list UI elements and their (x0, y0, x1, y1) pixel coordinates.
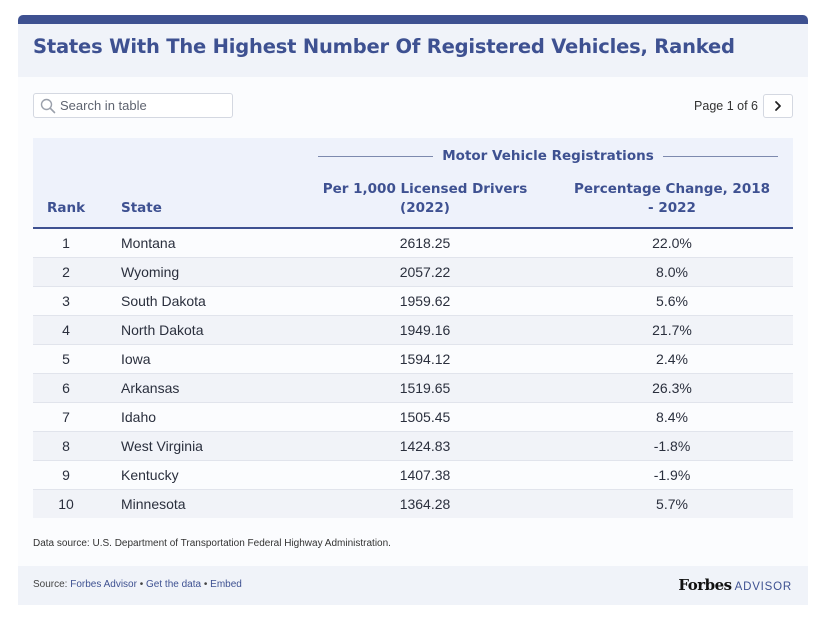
cell-state: Montana (121, 235, 176, 251)
cell-rank: 4 (62, 322, 70, 338)
cell-state: Iowa (121, 351, 151, 367)
separator: • (203, 579, 208, 590)
cell-rank: 10 (58, 496, 74, 512)
table-row: 10 Minnesota 1364.28 5.7% (33, 490, 793, 518)
table-row: 5 Iowa 1594.12 2.4% (33, 345, 793, 374)
cell-state: Idaho (121, 409, 157, 425)
column-header-rank[interactable]: Rank (47, 200, 86, 216)
cell-state: Kentucky (121, 467, 179, 483)
table-card: States With The Highest Number Of Regist… (18, 15, 808, 605)
group-header: Motor Vehicle Registrations (318, 146, 778, 166)
card-footer: Source: Forbes Advisor • Get the data • … (18, 566, 808, 605)
cell-per-1000: 1959.62 (399, 293, 451, 309)
cell-pct-change: 8.4% (656, 409, 688, 425)
cell-per-1000: 1519.65 (399, 380, 451, 396)
cell-state: Wyoming (121, 264, 180, 280)
source-label: Source: (33, 579, 68, 590)
data-source-note: Data source: U.S. Department of Transpor… (33, 538, 391, 549)
column-header-state[interactable]: State (121, 200, 162, 216)
cell-state: North Dakota (121, 322, 204, 338)
cell-per-1000: 2618.25 (399, 235, 451, 251)
cell-pct-change: 5.6% (656, 293, 688, 309)
search-box[interactable] (33, 93, 233, 118)
card-header: States With The Highest Number Of Regist… (18, 24, 808, 77)
cell-pct-change: 22.0% (652, 235, 692, 251)
chevron-right-icon (775, 101, 781, 111)
cell-rank: 7 (62, 409, 70, 425)
search-input[interactable] (60, 94, 228, 117)
cell-state: South Dakota (121, 293, 206, 309)
group-header-label: Motor Vehicle Registrations (442, 148, 654, 164)
separator: • (139, 579, 144, 590)
search-icon (40, 98, 56, 114)
header-divider (33, 227, 793, 229)
table-row: 4 North Dakota 1949.16 21.7% (33, 316, 793, 345)
pagination-label: Page 1 of 6 (694, 99, 758, 113)
forbes-advisor-logo: Forbes ADVISOR (678, 575, 792, 594)
cell-rank: 9 (62, 467, 70, 483)
cell-pct-change: 5.7% (656, 496, 688, 512)
cell-per-1000: 1424.83 (399, 438, 451, 454)
accent-bar (18, 15, 808, 24)
table-header: Motor Vehicle Registrations Rank State P… (33, 138, 793, 227)
group-header-rule-right (662, 155, 778, 157)
page-title: States With The Highest Number Of Regist… (33, 35, 735, 58)
cell-per-1000: 1505.45 (399, 409, 451, 425)
table-row: 3 South Dakota 1959.62 5.6% (33, 287, 793, 316)
cell-per-1000: 1364.28 (399, 496, 451, 512)
table-body: 1 Montana 2618.25 22.0% 2 Wyoming 2057.2… (33, 229, 793, 518)
column-header-pct-change[interactable]: Percentage Change, 2018 - 2022 (573, 181, 771, 216)
cell-rank: 6 (62, 380, 70, 396)
cell-per-1000: 1407.38 (399, 467, 451, 483)
cell-rank: 2 (62, 264, 70, 280)
cell-pct-change: 2.4% (656, 351, 688, 367)
source-link[interactable]: Forbes Advisor (70, 579, 137, 590)
table-row: 6 Arkansas 1519.65 26.3% (33, 374, 793, 403)
cell-rank: 8 (62, 438, 70, 454)
logo-forbes: Forbes (678, 576, 732, 594)
get-data-link[interactable]: Get the data (146, 579, 202, 590)
cell-pct-change: -1.8% (653, 438, 691, 454)
footer-source: Source: Forbes Advisor • Get the data • … (33, 579, 242, 590)
next-page-button[interactable] (763, 94, 793, 118)
cell-state: Arkansas (121, 380, 180, 396)
cell-rank: 5 (62, 351, 70, 367)
group-header-rule-left (318, 155, 434, 157)
table-row: 1 Montana 2618.25 22.0% (33, 229, 793, 258)
cell-state: Minnesota (121, 496, 186, 512)
cell-pct-change: 26.3% (652, 380, 692, 396)
cell-per-1000: 2057.22 (399, 264, 451, 280)
table-row: 8 West Virginia 1424.83 -1.8% (33, 432, 793, 461)
cell-per-1000: 1949.16 (399, 322, 451, 338)
cell-pct-change: -1.9% (653, 467, 691, 483)
table-row: 9 Kentucky 1407.38 -1.9% (33, 461, 793, 490)
column-header-per-1000[interactable]: Per 1,000 Licensed Drivers (2022) (322, 181, 528, 216)
cell-rank: 3 (62, 293, 70, 309)
cell-state: West Virginia (121, 438, 203, 454)
cell-pct-change: 21.7% (652, 322, 692, 338)
logo-advisor: ADVISOR (734, 581, 792, 593)
embed-link[interactable]: Embed (210, 579, 242, 590)
cell-per-1000: 1594.12 (399, 351, 451, 367)
cell-rank: 1 (62, 235, 70, 251)
cell-pct-change: 8.0% (656, 264, 688, 280)
table-row: 2 Wyoming 2057.22 8.0% (33, 258, 793, 287)
table-row: 7 Idaho 1505.45 8.4% (33, 403, 793, 432)
